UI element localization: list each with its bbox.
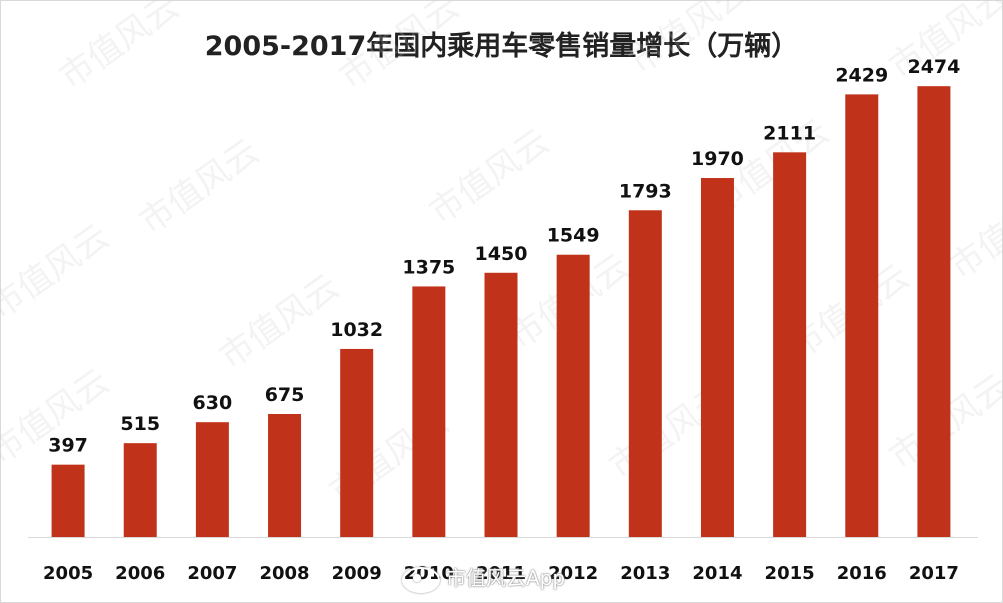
x-tick-label-2017: 2017 — [909, 563, 959, 584]
data-label-2009: 1032 — [330, 319, 383, 341]
bar-2011 — [484, 272, 518, 537]
bars-group — [51, 86, 951, 537]
data-label-2016: 2429 — [835, 64, 888, 86]
bar-2006 — [123, 443, 157, 537]
data-label-2006: 515 — [120, 413, 160, 435]
x-tick-label-2009: 2009 — [332, 563, 382, 584]
watermark-text: 市值风云 — [332, 0, 466, 97]
data-label-2015: 2111 — [763, 122, 816, 144]
watermark-text: 市值风云 — [0, 217, 117, 328]
data-labels-group: 397 515 630 675 1032 1375 1450 1549 1793 1970 2111… — [48, 56, 960, 456]
bar-2008 — [268, 414, 302, 537]
watermark-text: 市值风云 — [132, 132, 266, 243]
bar-2010 — [412, 286, 446, 537]
bar-2007 — [195, 422, 229, 537]
x-tick-label-2011: 2011 — [476, 563, 526, 584]
bar-2017 — [917, 86, 951, 537]
bar-2012 — [556, 254, 590, 537]
chart-title: 2005-2017年国内乘用车零售销量增长（万辆） — [204, 31, 799, 62]
data-label-2007: 630 — [193, 392, 233, 414]
watermark-text: 市值风云 — [622, 0, 756, 82]
x-tick-label-2014: 2014 — [692, 563, 742, 584]
watermark-text: 市值风云 — [942, 177, 1003, 288]
corner-watermark-text: 市值风云App — [446, 566, 566, 590]
x-tick-label-2016: 2016 — [837, 563, 887, 584]
x-tick-label-2005: 2005 — [43, 563, 93, 584]
corner-watermark: 市值风云App — [402, 562, 565, 593]
data-label-2011: 1450 — [475, 243, 528, 265]
watermark-text: 市值风云 — [422, 122, 556, 233]
x-tick-label-2015: 2015 — [765, 563, 815, 584]
x-tick-labels-group: 2005 2006 2007 2008 2009 2010 2011 2012 2013 2014… — [43, 563, 959, 584]
bar-2009 — [340, 348, 374, 537]
data-label-2008: 675 — [265, 384, 305, 406]
x-tick-label-2008: 2008 — [259, 563, 309, 584]
bar-2014 — [700, 178, 734, 537]
watermark-text: 市值风云 — [212, 267, 346, 378]
x-tick-label-2007: 2007 — [187, 563, 237, 584]
x-tick-label-2006: 2006 — [115, 563, 165, 584]
bar-2015 — [773, 152, 807, 537]
bar-2016 — [845, 94, 879, 537]
x-tick-label-2012: 2012 — [548, 563, 598, 584]
watermark-text: 市值风云 — [52, 0, 186, 97]
data-label-2010: 1375 — [402, 256, 455, 278]
weibo-icon — [402, 566, 440, 593]
data-label-2014: 1970 — [691, 148, 744, 170]
data-label-2017: 2474 — [907, 56, 960, 78]
data-label-2012: 1549 — [547, 225, 600, 247]
x-tick-label-2013: 2013 — [620, 563, 670, 584]
data-label-2005: 397 — [48, 435, 88, 457]
bar-2005 — [51, 464, 85, 537]
data-label-2013: 1793 — [619, 180, 672, 202]
bar-2013 — [628, 210, 662, 537]
